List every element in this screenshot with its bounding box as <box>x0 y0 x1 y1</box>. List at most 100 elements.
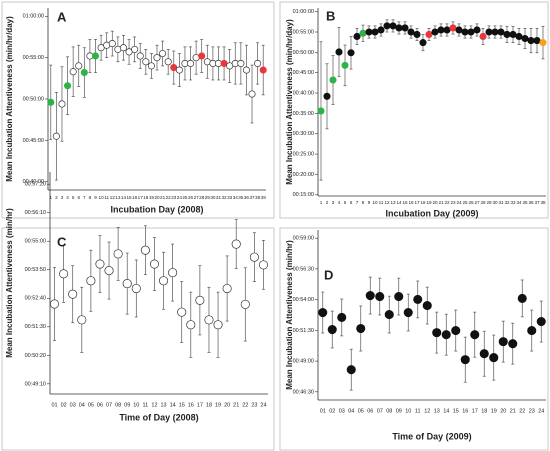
y-tick-label: 00:59:00 <box>293 236 314 242</box>
point <box>437 26 445 34</box>
point <box>451 326 461 336</box>
panel-frame <box>279 1 549 219</box>
x-tick-label: 14 <box>396 200 402 205</box>
point <box>515 32 523 41</box>
x-tick-label: 23 <box>171 195 177 200</box>
point <box>240 299 250 309</box>
x-axis-title: Incubation Day (2009) <box>385 208 478 218</box>
x-tick-label: 2 <box>326 200 329 205</box>
x-tick-label: 8 <box>89 195 92 200</box>
x-tick-label: 22 <box>444 200 450 205</box>
panel-label: A <box>57 9 67 24</box>
y-tick-label: 00:56:30 <box>293 266 314 272</box>
point <box>508 339 518 349</box>
x-tick-label: 28 <box>480 200 486 205</box>
y-tick-label: 00:46:30 <box>293 389 314 395</box>
x-tick-label: 09 <box>396 408 402 414</box>
x-tick-label: 24 <box>538 408 544 414</box>
y-tick-label: 00:45:00 <box>23 138 44 144</box>
x-tick-label: 27 <box>474 200 480 205</box>
x-tick-label: 23 <box>529 408 535 414</box>
y-tick-label: 00:25:00 <box>293 152 314 158</box>
point <box>521 34 529 43</box>
x-tick-label: 38 <box>255 195 261 200</box>
point <box>104 266 114 276</box>
x-tick-label: 15 <box>126 195 132 200</box>
x-tick-label: 12 <box>110 195 116 200</box>
point <box>186 59 195 67</box>
x-tick-label: 19 <box>215 402 221 408</box>
point <box>164 58 172 66</box>
point <box>384 310 394 320</box>
y-tick-label: 00:40:00 <box>23 179 44 185</box>
x-tick-label: 28 <box>199 195 205 200</box>
point <box>536 317 546 327</box>
y-tick-label: 00:55:00 <box>293 29 314 35</box>
point <box>389 22 397 30</box>
point <box>394 292 404 302</box>
point <box>403 307 413 318</box>
y-tick-label: 00:55:00 <box>25 239 46 245</box>
x-tick-label: 16 <box>408 200 414 205</box>
x-tick-label: 13 <box>160 402 166 408</box>
y-tick-label: 00:52:40 <box>25 296 46 302</box>
x-tick-label: 16 <box>132 195 138 200</box>
x-axis-title: Time of Day (2008) <box>119 412 198 422</box>
x-tick-label: 8 <box>362 200 365 205</box>
x-tick-label: 14 <box>121 195 127 200</box>
point <box>249 252 259 262</box>
x-tick-label: 5 <box>72 195 75 200</box>
point <box>431 28 439 36</box>
point <box>455 26 463 34</box>
point <box>69 68 77 76</box>
x-tick-label: 39 <box>261 195 267 200</box>
point <box>75 62 83 70</box>
x-tick-label: 21 <box>160 195 166 200</box>
x-tick-label: 9 <box>368 200 371 205</box>
point <box>497 28 505 36</box>
point <box>59 269 69 279</box>
x-tick-label: 02 <box>61 402 67 408</box>
point <box>131 45 139 53</box>
x-tick-label: 07 <box>106 402 112 408</box>
point <box>503 30 511 39</box>
point <box>91 52 100 60</box>
x-tick-label: 14 <box>443 408 449 414</box>
point <box>131 283 141 294</box>
x-tick-label: 20 <box>154 195 160 200</box>
point <box>407 28 415 36</box>
point <box>158 276 169 286</box>
point <box>108 40 116 48</box>
x-tick-label: 07 <box>377 408 383 414</box>
x-axis-title: Time of Day (2009) <box>392 431 471 441</box>
x-tick-label: 24 <box>260 402 266 408</box>
x-tick-label: 6 <box>77 195 80 200</box>
y-axis-title: Mean Incubation Attentiveness (min/hr) <box>5 208 14 358</box>
x-tick-label: 2 <box>55 195 58 200</box>
y-tick-label: 00:50:00 <box>23 96 44 102</box>
point <box>498 337 508 347</box>
point <box>64 82 72 90</box>
point <box>425 30 433 39</box>
point <box>213 320 223 330</box>
point <box>422 301 432 311</box>
x-tick-label: 24 <box>177 195 183 200</box>
point <box>317 107 325 115</box>
point <box>432 328 442 338</box>
y-tick-label: 00:15:00 <box>293 192 314 198</box>
x-tick-label: 16 <box>462 408 468 414</box>
x-tick-label: 3 <box>332 200 335 205</box>
point <box>359 29 367 37</box>
point <box>237 59 245 67</box>
point <box>259 66 267 74</box>
point <box>222 283 232 294</box>
x-tick-label: 17 <box>414 200 420 205</box>
x-tick-label: 21 <box>233 402 239 408</box>
point <box>491 28 499 36</box>
x-tick-label: 21 <box>438 200 444 205</box>
x-tick-label: 34 <box>233 195 239 200</box>
x-tick-label: 35 <box>238 195 244 200</box>
x-tick-label: 13 <box>434 408 440 414</box>
point <box>353 32 361 41</box>
point <box>383 22 391 30</box>
